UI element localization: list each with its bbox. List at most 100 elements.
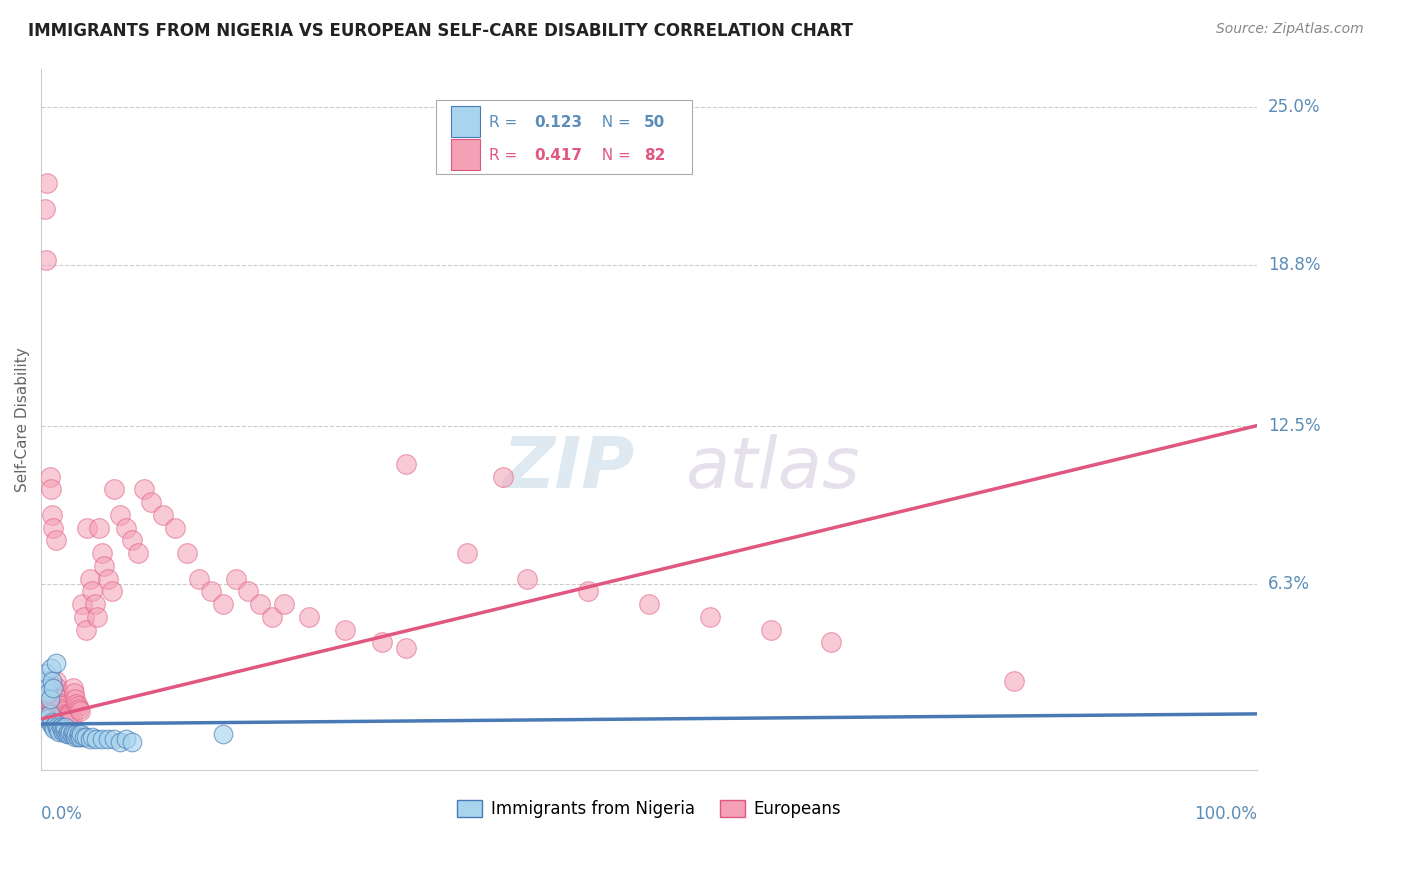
Point [38, 697, 60, 711]
Point [37, 681, 59, 696]
Point [53, 722, 76, 736]
Point [48, 691, 70, 706]
Text: Source: ZipAtlas.com: Source: ZipAtlas.com [1216, 22, 1364, 37]
Point [35, 666, 58, 681]
Point [63, 686, 86, 700]
Point [699, 610, 721, 624]
Text: 0.417: 0.417 [534, 148, 582, 163]
Point [39, 717, 62, 731]
Point [395, 457, 418, 471]
Point [44, 706, 66, 721]
Point [38, 469, 60, 483]
Point [492, 469, 515, 483]
Point [55, 720, 77, 734]
Point [44, 722, 66, 736]
Point [576, 584, 599, 599]
Point [152, 508, 174, 522]
Point [83, 597, 105, 611]
Point [45, 673, 67, 688]
Point [45, 681, 67, 696]
Point [41, 508, 63, 522]
Point [63, 730, 86, 744]
Point [62, 681, 84, 696]
Point [103, 483, 125, 497]
Point [820, 635, 842, 649]
Point [75, 730, 97, 744]
Text: 25.0%: 25.0% [1268, 98, 1320, 116]
Point [456, 546, 478, 560]
Point [127, 546, 149, 560]
Point [108, 735, 131, 749]
Point [34, 202, 56, 216]
Text: N =: N = [592, 148, 636, 163]
Point [395, 640, 418, 655]
Point [200, 584, 222, 599]
Point [103, 732, 125, 747]
Point [34, 673, 56, 688]
Point [84, 732, 107, 747]
Point [1002, 673, 1025, 688]
Point [42, 720, 65, 734]
Point [90, 732, 112, 747]
Point [37, 686, 59, 700]
Point [41, 673, 63, 688]
Text: 82: 82 [644, 148, 665, 163]
FancyBboxPatch shape [451, 106, 479, 137]
Text: 50: 50 [644, 115, 665, 129]
Point [97, 732, 120, 747]
Point [73, 610, 96, 624]
Point [37, 686, 59, 700]
Point [60, 727, 83, 741]
Point [516, 572, 538, 586]
Point [45, 720, 67, 734]
Point [55, 709, 77, 723]
Point [37, 177, 59, 191]
Point [63, 727, 86, 741]
FancyBboxPatch shape [436, 100, 692, 174]
Point [176, 546, 198, 560]
Point [249, 597, 271, 611]
Point [55, 706, 77, 721]
Point [62, 724, 84, 739]
Point [121, 735, 143, 749]
Point [69, 704, 91, 718]
Point [65, 697, 87, 711]
Point [89, 521, 111, 535]
Point [225, 572, 247, 586]
Point [297, 610, 319, 624]
Point [638, 597, 661, 611]
Point [42, 704, 65, 718]
Point [42, 521, 65, 535]
Point [52, 702, 75, 716]
Point [100, 584, 122, 599]
Point [65, 727, 87, 741]
Point [45, 533, 67, 548]
Point [67, 702, 90, 716]
Y-axis label: Self-Care Disability: Self-Care Disability [15, 347, 30, 491]
Point [93, 558, 115, 573]
Point [69, 730, 91, 744]
Point [46, 722, 69, 736]
Point [212, 597, 235, 611]
Point [212, 727, 235, 741]
Point [41, 714, 63, 729]
Point [163, 521, 186, 535]
Point [370, 635, 392, 649]
Point [42, 681, 65, 696]
Point [134, 483, 156, 497]
Point [56, 706, 79, 721]
Point [73, 730, 96, 744]
Point [58, 727, 80, 741]
FancyBboxPatch shape [451, 139, 479, 170]
Point [333, 623, 356, 637]
Point [262, 610, 284, 624]
Point [49, 697, 72, 711]
Text: 0.0%: 0.0% [41, 805, 83, 823]
Point [115, 732, 138, 747]
Text: R =: R = [488, 148, 522, 163]
Point [86, 610, 108, 624]
Text: IMMIGRANTS FROM NIGERIA VS EUROPEAN SELF-CARE DISABILITY CORRELATION CHART: IMMIGRANTS FROM NIGERIA VS EUROPEAN SELF… [28, 22, 853, 40]
Text: 18.8%: 18.8% [1268, 256, 1320, 274]
Point [108, 508, 131, 522]
Point [273, 597, 295, 611]
